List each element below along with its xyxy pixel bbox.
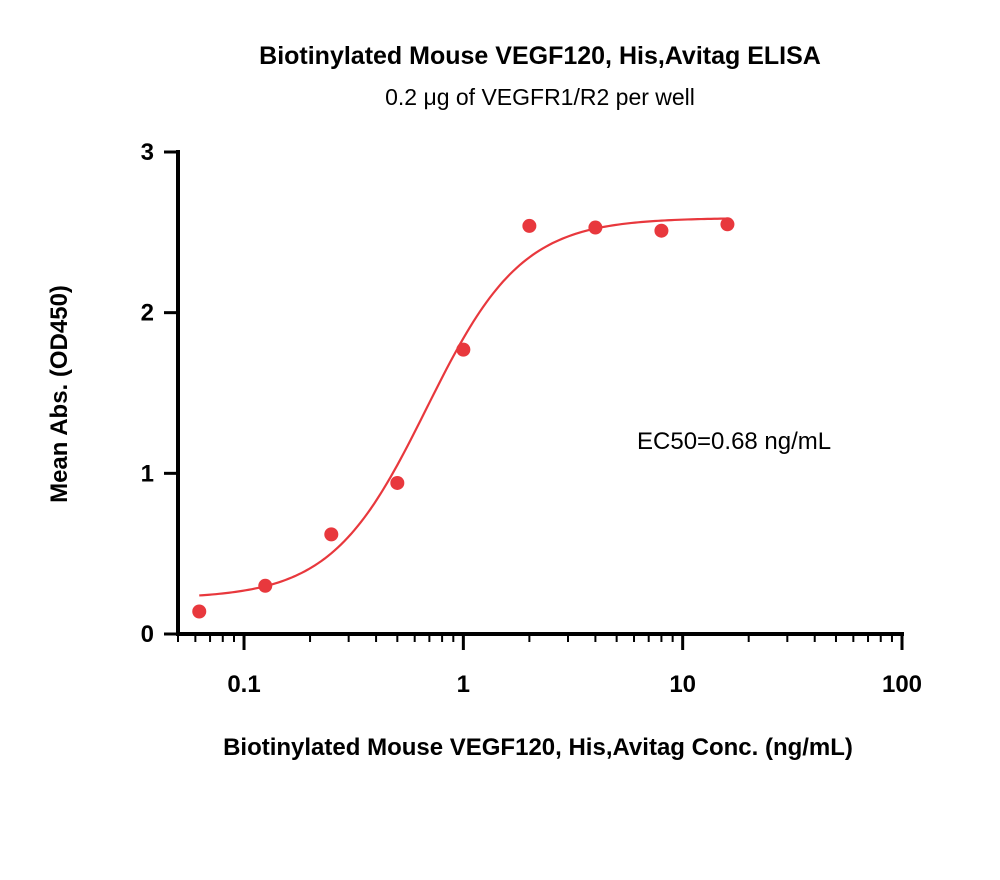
data-point xyxy=(456,342,471,357)
x-tick-label: 100 xyxy=(882,671,922,698)
data-points xyxy=(192,217,735,619)
x-tick-label: 0.1 xyxy=(227,671,260,698)
x-tick-label: 1 xyxy=(457,671,470,698)
data-point xyxy=(258,578,273,593)
data-point xyxy=(522,218,537,233)
y-tick-label: 0 xyxy=(141,621,154,648)
axes xyxy=(176,150,904,636)
data-point xyxy=(654,223,669,238)
chart-subtitle: 0.2 μg of VEGFR1/R2 per well xyxy=(385,84,695,110)
y-tick-label: 2 xyxy=(141,300,154,327)
y-tick-label: 1 xyxy=(141,460,154,487)
x-axis-label: Biotinylated Mouse VEGF120, His,Avitag C… xyxy=(223,734,853,761)
y-tick-label: 3 xyxy=(141,139,154,166)
data-point xyxy=(390,475,405,490)
ec50-annotation: EC50=0.68 ng/mL xyxy=(637,428,831,455)
fit-curve xyxy=(199,217,728,597)
x-axis-ticks: 0.1 1 10 100 xyxy=(177,634,922,698)
data-point xyxy=(324,527,339,542)
data-point xyxy=(192,604,207,619)
data-point xyxy=(720,217,735,232)
y-axis-ticks: 0 1 2 3 xyxy=(141,139,178,648)
plot-area: 0 1 2 3 0.1 1 10 100 xyxy=(141,139,922,698)
chart-title: Biotinylated Mouse VEGF120, His,Avitag E… xyxy=(259,42,821,70)
x-tick-label: 10 xyxy=(669,671,696,698)
y-axis-label: Mean Abs. (OD450) xyxy=(46,285,73,503)
data-point xyxy=(588,220,603,235)
